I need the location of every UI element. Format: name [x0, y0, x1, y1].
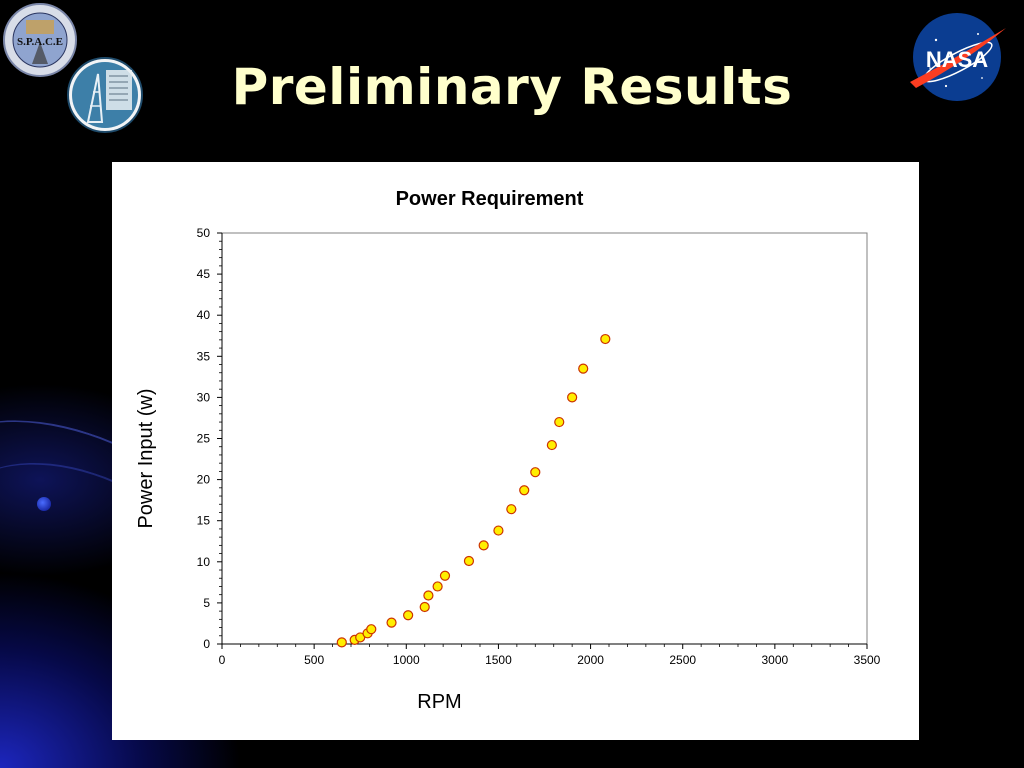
slide-title: Preliminary Results [231, 58, 793, 116]
data-point [386, 617, 397, 628]
data-point [403, 610, 414, 621]
data-point [423, 590, 434, 601]
nasa-logo-text: NASA [926, 47, 988, 72]
data-point [493, 525, 504, 536]
data-point [519, 485, 530, 496]
data-point [366, 624, 377, 635]
y-tick-label: 50 [197, 226, 211, 240]
data-point [432, 581, 443, 592]
x-tick-label: 500 [304, 653, 324, 667]
chart-panel: 0 5 10 15 20 25 30 35 40 45 50 0 500 1000 1500 2000 2500… [112, 162, 919, 740]
space-logo: S.P.A.C.E [3, 3, 77, 77]
nasa-logo: NASA [910, 13, 1006, 101]
x-tick-label: 3000 [762, 653, 789, 667]
data-point [546, 439, 557, 451]
x-tick-label: 1500 [485, 653, 512, 667]
y-tick-label: 5 [203, 596, 210, 610]
data-point [554, 416, 565, 428]
x-tick-label: 2000 [577, 653, 604, 667]
x-tick-label: 0 [219, 653, 226, 667]
data-point [336, 637, 347, 648]
data-point [567, 392, 578, 403]
data-point [439, 570, 451, 581]
chart-title: Power Requirement [396, 188, 584, 210]
x-tick-label: 1000 [393, 653, 420, 667]
plot-area-border [221, 232, 868, 645]
data-point [600, 333, 611, 345]
x-tick-label: 3500 [854, 653, 881, 667]
background-orb [37, 497, 51, 511]
data-point [463, 555, 475, 567]
y-axis-label: Power Input (w) [135, 388, 157, 528]
mirror-logo [67, 57, 143, 133]
space-logo-text: S.P.A.C.E [17, 36, 63, 48]
data-point [506, 504, 517, 515]
y-tick-label: 0 [203, 637, 210, 651]
y-tick-label: 25 [197, 432, 211, 446]
y-tick-label: 15 [197, 514, 211, 528]
y-tick-label: 10 [197, 555, 211, 569]
data-point [419, 601, 430, 613]
data-point [578, 363, 589, 374]
data-point [478, 540, 489, 551]
data-point [530, 467, 541, 478]
y-tick-label: 45 [197, 267, 211, 281]
x-axis-label: RPM [417, 691, 461, 713]
x-tick-label: 2500 [669, 653, 696, 667]
y-tick-label: 35 [197, 349, 211, 363]
y-tick-label: 20 [197, 473, 211, 487]
y-tick-label: 40 [197, 308, 211, 322]
y-tick-label: 30 [197, 390, 211, 404]
